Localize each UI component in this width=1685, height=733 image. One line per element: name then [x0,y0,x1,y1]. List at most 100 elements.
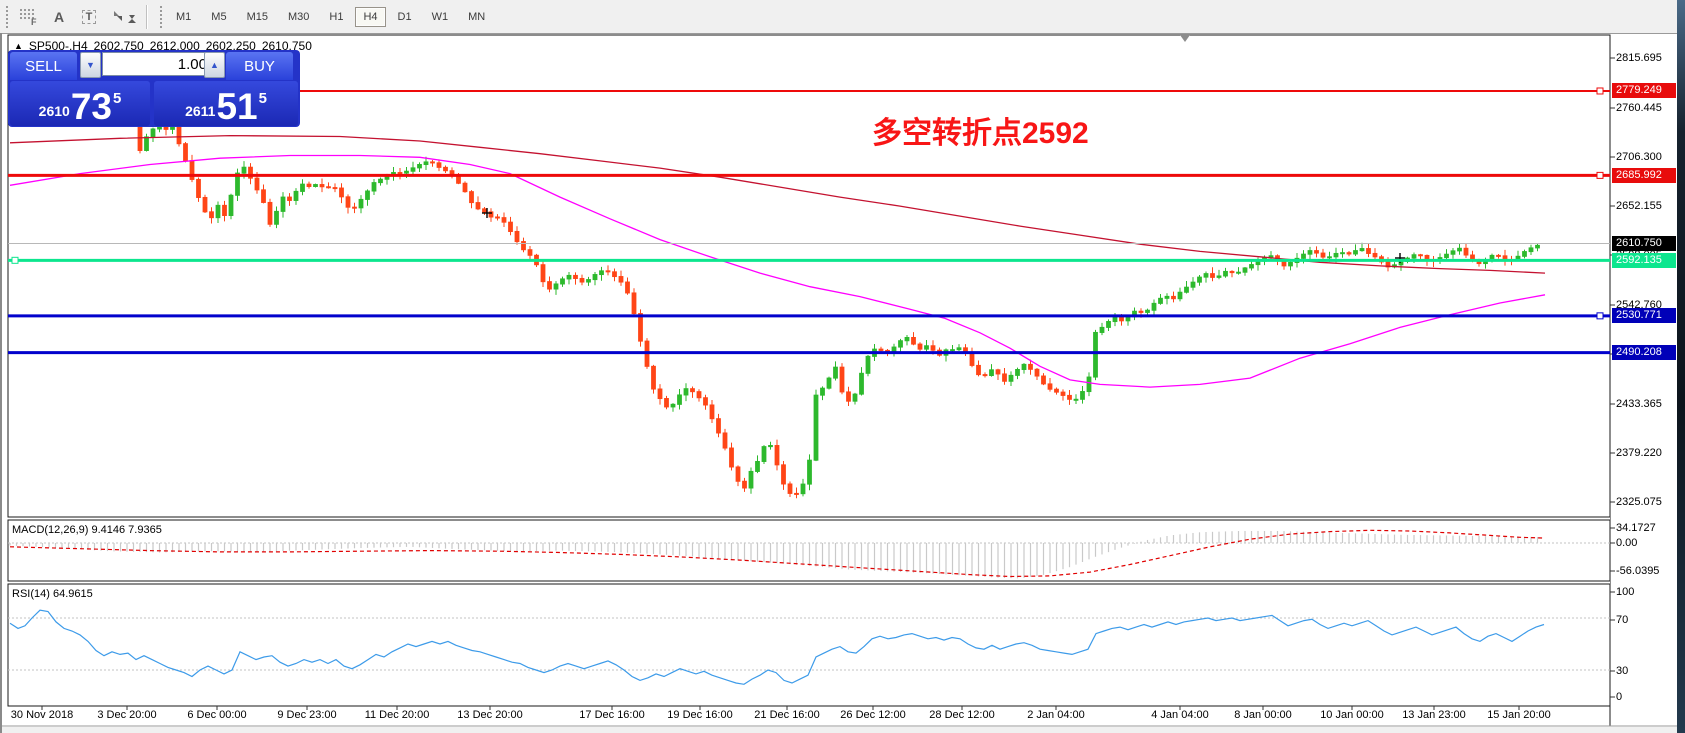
date-tick: 10 Jan 00:00 [1320,709,1384,721]
date-tick: 19 Dec 16:00 [667,709,733,721]
sell-price-sup: 5 [112,90,122,107]
date-tick: 15 Jan 20:00 [1487,709,1551,721]
price-tick-2325.075: 2325.075 [1616,496,1662,508]
ohlc-high: 2612.000 [149,39,200,53]
price-tick-2706.300: 2706.300 [1616,151,1662,163]
date-tick: 26 Dec 12:00 [840,709,906,721]
desktop-edge [1677,0,1685,733]
price-badge-2779.249[interactable]: 2779.249 [1612,83,1676,99]
bottom-band [0,727,1677,733]
arrows-glyph-icon [114,10,136,23]
buy-price-pips: 51 [216,86,258,127]
chart-profile-icon[interactable]: F [16,5,42,29]
price-tick-2433.365: 2433.365 [1616,398,1662,410]
price-badge-2592.135[interactable]: 2592.135 [1612,252,1676,268]
timeframe-m5[interactable]: M5 [211,10,227,23]
toolbar-separator [146,4,148,29]
buy-price-sup: 5 [258,90,267,107]
window-left-border [0,33,2,733]
boxed-t-glyph: T [81,9,97,24]
macd-tick-34.1727: 34.1727 [1616,522,1656,534]
buy-price-box[interactable]: 2611 51 5 [154,81,298,126]
price-badge-2530.771[interactable]: 2530.771 [1612,308,1676,324]
date-tick: 11 Dec 20:00 [364,709,430,721]
text-box-icon[interactable]: T [76,5,102,29]
date-tick: 9 Dec 23:00 [277,709,337,721]
chart-scroll-indicator-icon[interactable] [1180,35,1190,42]
candlestick-layer [9,77,1546,499]
sell-price-stem: 2610 [38,103,70,119]
date-tick: 3 Dec 20:00 [97,709,157,721]
price-badge-2490.208[interactable]: 2490.208 [1612,345,1676,361]
rsi-tick-100: 100 [1616,586,1635,598]
macd-layer [8,529,1610,579]
date-tick: 28 Dec 12:00 [929,709,995,721]
date-tick: 6 Dec 00:00 [187,709,247,721]
timeframe-m1[interactable]: M1 [176,10,192,23]
date-tick: 21 Dec 16:00 [754,709,820,721]
macd-tick-0.00: 0.00 [1616,537,1638,549]
rsi-frame [7,583,1611,707]
toolbar-grip[interactable] [6,5,12,28]
macd-label: MACD(12,26,9) 9.4146 7.9365 [12,524,162,536]
volume-input[interactable] [102,52,214,76]
date-tick: 2 Jan 04:00 [1027,709,1085,721]
buy-button[interactable]: BUY [226,52,293,80]
volume-increase-button[interactable]: ▲ [204,52,225,78]
ma-fast-line [9,154,1546,388]
buy-price-stem: 2611 [185,103,216,119]
buy-button-label: BUY [244,57,275,75]
rsi-tick-0: 0 [1616,691,1623,703]
sell-button-label: SELL [25,57,62,75]
rsi-layer [8,609,1610,685]
price-badge-2610.750[interactable]: 2610.750 [1612,235,1676,251]
text-label-icon[interactable]: A [53,8,65,25]
ohlc-close: 2610.750 [261,39,312,53]
ohlc-open: 2602.750 [93,39,144,53]
arrows-tool-icon[interactable] [106,5,140,29]
date-tick: 8 Jan 00:00 [1234,709,1292,721]
date-tick: 4 Jan 04:00 [1151,709,1209,721]
timeframe-h1[interactable]: H1 [329,10,344,23]
rsi-label: RSI(14) 64.9615 [12,588,93,600]
timeframe-m15[interactable]: M15 [246,10,268,23]
svg-text:F: F [31,17,37,26]
macd-tick--56.0395: -56.0395 [1616,565,1660,577]
macd-signal-line [9,529,1544,578]
sell-price-pips: 73 [70,86,112,127]
timeframe-grip[interactable] [160,5,166,28]
date-tick: 17 Dec 16:00 [579,709,645,721]
price-tick-2379.220: 2379.220 [1616,447,1662,459]
timeframe-m30[interactable]: M30 [287,10,310,23]
rsi-tick-70: 70 [1616,614,1629,626]
price-tick-2760.445: 2760.445 [1616,102,1662,114]
timeframe-w1[interactable]: W1 [431,10,449,23]
date-tick: 30 Nov 2018 [10,709,74,721]
price-tick-2815.695: 2815.695 [1616,52,1662,64]
ma-slow-line [9,134,1546,274]
rsi-tick-30: 30 [1616,665,1629,677]
timeframe-group: M1 M5 M15 M30 H1 H4 D1 W1 MN [166,0,495,33]
chart-text-annotation[interactable]: 多空转折点2592 [872,117,1089,150]
one-click-trading-panel: SELL ▼ ▲ BUY 2610 73 5 2611 51 5 [8,50,300,127]
grid-dots-icon: F [20,8,37,26]
timeframe-mn[interactable]: MN [468,10,486,23]
timeframe-d1[interactable]: D1 [397,10,412,23]
collapse-triangle-icon[interactable]: ▲ [14,41,23,51]
ohlc-low: 2602.250 [205,39,256,53]
sell-price-box[interactable]: 2610 73 5 [10,81,150,126]
timeframe-h4[interactable]: H4 [355,6,386,27]
date-tick: 13 Dec 20:00 [457,709,523,721]
volume-decrease-button[interactable]: ▼ [80,52,101,78]
rsi-line [9,609,1545,685]
chart-header: ▲ SP500-,H4 2602.750 2612.000 2602.250 2… [14,39,312,53]
sell-button[interactable]: SELL [10,52,77,80]
toolbar: F A T M1 M5 M15 M30 H1 H4 D1 W1 MN [0,0,1685,34]
symbol-title: SP500-,H4 [28,39,88,53]
price-tick-2542.760: 2542.760 [1616,299,1662,311]
price-badge-2685.992[interactable]: 2685.992 [1612,167,1676,183]
price-tick-2652.155: 2652.155 [1616,200,1662,212]
date-tick: 13 Jan 23:00 [1402,709,1466,721]
